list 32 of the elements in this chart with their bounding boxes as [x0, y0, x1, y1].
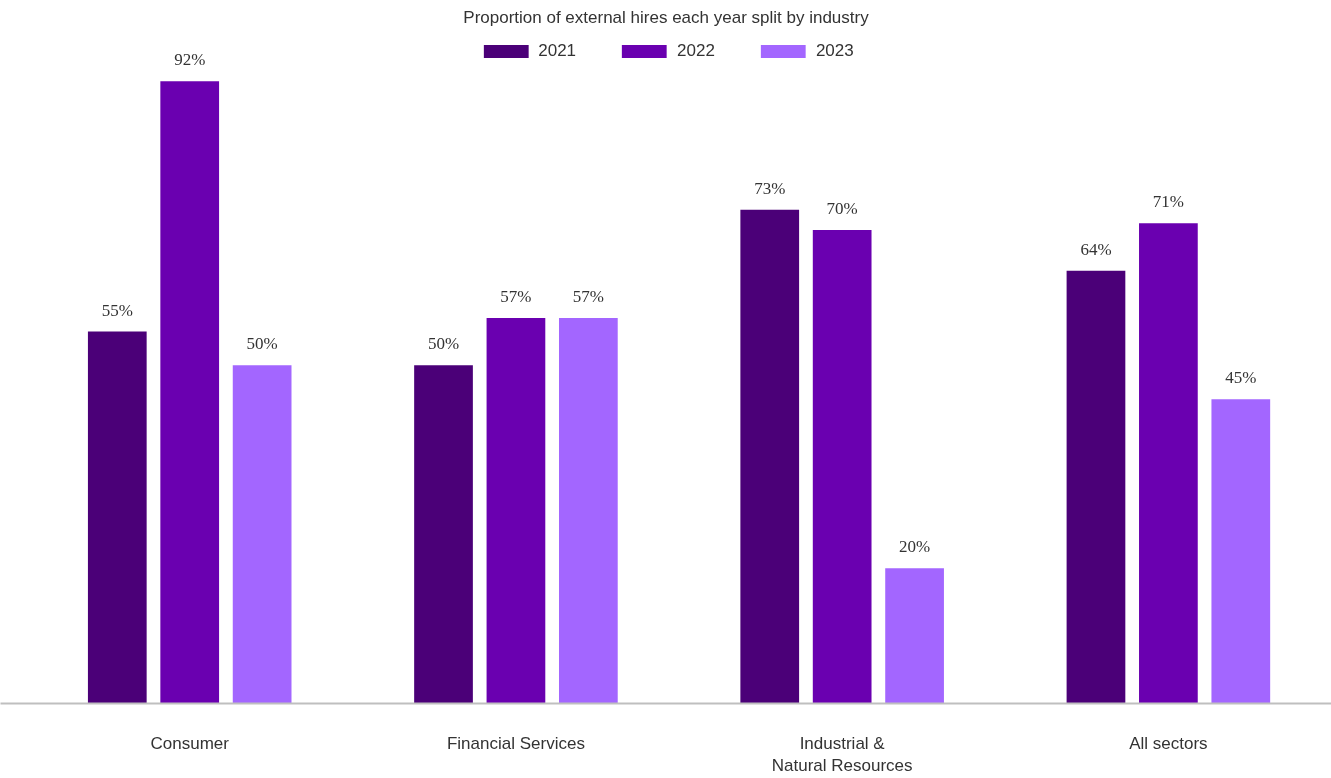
bar — [486, 317, 546, 704]
x-tick-label: Industrial & Natural Resources — [771, 733, 913, 776]
data-label: 50% — [427, 334, 460, 354]
x-tick-label: All sectors — [1129, 733, 1208, 753]
bar — [812, 230, 872, 704]
bar — [160, 81, 220, 704]
bar — [559, 317, 618, 704]
bar — [232, 365, 292, 704]
legend-label: 2022 — [677, 41, 715, 61]
bar — [885, 568, 944, 704]
legend-label: 2023 — [815, 41, 854, 61]
data-label: 64% — [1080, 239, 1112, 259]
data-label: 70% — [826, 199, 858, 219]
bar — [87, 331, 147, 704]
x-tick-label: Consumer — [150, 733, 230, 753]
bar — [1139, 223, 1198, 704]
data-label: 92% — [174, 50, 206, 70]
bar — [1066, 270, 1126, 704]
bar — [1211, 399, 1271, 704]
data-label: 73% — [754, 178, 786, 198]
bar — [414, 365, 473, 704]
x-tick-label: Financial Services — [446, 733, 585, 753]
chart-title: Proportion of external hires each year split by industry — [463, 7, 870, 27]
data-label: 55% — [101, 300, 133, 320]
data-label: 71% — [1152, 192, 1184, 212]
data-label: 45% — [1225, 368, 1257, 388]
bar — [740, 209, 800, 704]
data-label: 57% — [572, 286, 604, 306]
data-label: 50% — [246, 334, 278, 354]
data-label: 57% — [500, 286, 532, 306]
data-label: 20% — [899, 537, 931, 557]
legend-label: 2021 — [538, 41, 577, 61]
